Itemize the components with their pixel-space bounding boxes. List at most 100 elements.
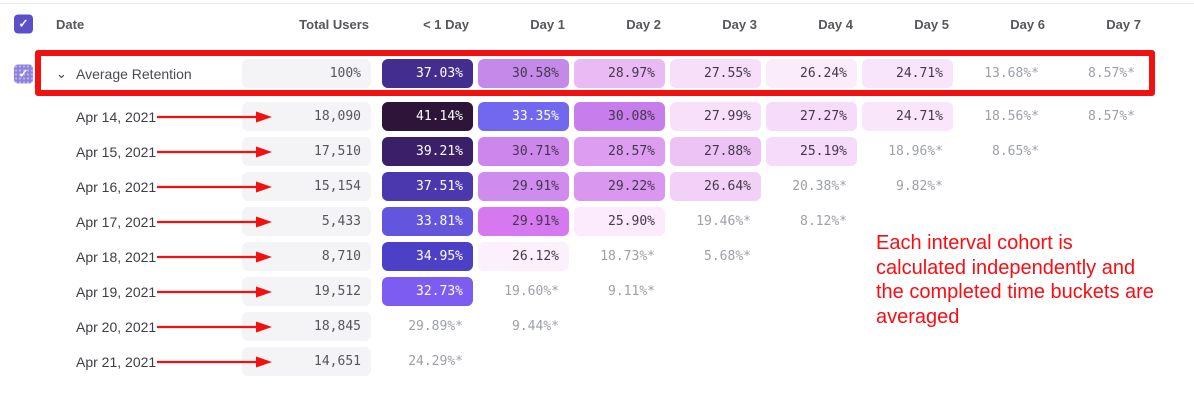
row-checkbox-cell	[0, 274, 56, 309]
total-users-value[interactable]: 19,512	[242, 277, 371, 306]
retention-value[interactable]: 30.08%	[574, 102, 665, 131]
average-retention-row: ✓ ⌄ Average Retention 100% 37.03% 30.58% 28.97…	[0, 56, 1194, 91]
total-users-cell: 19,512	[242, 277, 371, 306]
retention-value[interactable]: 8.57%*	[1088, 109, 1135, 124]
column-header-total-users: Total Users	[299, 16, 369, 32]
retention-value[interactable]: 27.99%	[670, 102, 761, 131]
retention-day-cell: 30.08%	[574, 102, 665, 131]
column-header-day-6: Day 6	[1010, 16, 1045, 32]
row-checkbox-cell	[0, 134, 56, 169]
retention-value[interactable]: 25.19%	[766, 137, 857, 166]
retention-value[interactable]: 18.96%*	[888, 144, 943, 159]
retention-value[interactable]: 33.35%	[478, 102, 569, 131]
retention-day-cell: 37.03%	[382, 59, 473, 88]
retention-value[interactable]: 24.71%	[862, 102, 953, 131]
retention-value[interactable]: 8.12%*	[800, 214, 847, 229]
cohort-row: Apr 18, 2021 8,710 34.95% 26.12% 18.73%* 5.68…	[0, 239, 1194, 274]
retention-day-cell: 18.56%*	[958, 102, 1049, 131]
retention-day-cell: 29.22%	[574, 172, 665, 201]
retention-value[interactable]: 37.51%	[382, 172, 473, 201]
total-users-value[interactable]: 18,845	[242, 312, 371, 341]
cohort-date-label: Apr 17, 2021	[76, 213, 157, 230]
retention-value[interactable]: 26.64%	[670, 172, 761, 201]
retention-day-cell: 39.21%	[382, 137, 473, 166]
retention-value[interactable]: 24.71%	[862, 59, 953, 88]
retention-value[interactable]: 30.58%	[478, 59, 569, 88]
total-users-value[interactable]: 15,154	[242, 172, 371, 201]
retention-value[interactable]: 18.73%*	[600, 249, 655, 264]
retention-value[interactable]: 27.27%	[766, 102, 857, 131]
date-cell: Apr 18, 2021	[56, 249, 242, 265]
row-checkbox-cell	[0, 169, 56, 204]
retention-value[interactable]: 41.14%	[382, 102, 473, 131]
cohort-date-label: Apr 19, 2021	[76, 283, 157, 300]
retention-value[interactable]: 29.91%	[478, 207, 569, 236]
cohort-row: Apr 15, 2021 17,510 39.21% 30.71% 28.57% 27.8…	[0, 134, 1194, 169]
retention-value[interactable]: 29.91%	[478, 172, 569, 201]
retention-day-cell: 24.71%	[862, 59, 953, 88]
retention-value[interactable]: 18.56%*	[984, 109, 1039, 124]
total-users-value[interactable]: 5,433	[242, 207, 371, 236]
retention-value[interactable]: 13.68%*	[984, 66, 1039, 81]
column-header-date: Date	[56, 16, 85, 32]
retention-value[interactable]: 28.57%	[574, 137, 665, 166]
retention-value[interactable]: 32.73%	[382, 277, 473, 306]
retention-day-cell: 9.82%*	[862, 172, 953, 201]
cohort-row: Apr 19, 2021 19,512 32.73% 19.60%* 9.11%*	[0, 274, 1194, 309]
total-users-value[interactable]: 8,710	[242, 242, 371, 271]
retention-value[interactable]: 29.22%	[574, 172, 665, 201]
retention-day-cell: 27.55%	[670, 59, 761, 88]
date-cell: Apr 14, 2021	[56, 109, 242, 125]
total-users-value[interactable]: 18,090	[242, 102, 371, 131]
retention-day-cell: 29.91%	[478, 172, 569, 201]
table-top-border	[0, 3, 1194, 4]
date-cell: Apr 16, 2021	[56, 179, 242, 195]
retention-value[interactable]: 27.88%	[670, 137, 761, 166]
retention-day-cell: 27.88%	[670, 137, 761, 166]
retention-value[interactable]: 8.57%*	[1088, 66, 1135, 81]
retention-value[interactable]: 39.21%	[382, 137, 473, 166]
retention-value[interactable]: 9.11%*	[608, 284, 655, 299]
total-users-value[interactable]: 100%	[242, 59, 371, 88]
retention-day-cell: 32.73%	[382, 277, 473, 306]
chevron-down-icon[interactable]: ⌄	[56, 66, 67, 81]
row-checkbox-cell	[0, 204, 56, 239]
retention-day-cell: 26.24%	[766, 59, 857, 88]
total-users-value[interactable]: 17,510	[242, 137, 371, 166]
total-users-cell: 100%	[242, 59, 371, 88]
retention-value[interactable]: 27.55%	[670, 59, 761, 88]
retention-value[interactable]: 20.38%*	[792, 179, 847, 194]
average-row-checkbox[interactable]: ✓	[14, 64, 33, 83]
select-all-checkbox[interactable]: ✓	[14, 14, 33, 34]
retention-value[interactable]: 25.90%	[574, 207, 665, 236]
retention-day-cell: 27.99%	[670, 102, 761, 131]
retention-day-cell: 24.71%	[862, 102, 953, 131]
retention-value[interactable]: 5.68%*	[704, 249, 751, 264]
column-header-day-5: Day 5	[914, 16, 949, 32]
column-header-day-4: Day 4	[818, 16, 853, 32]
retention-value[interactable]: 37.03%	[382, 59, 473, 88]
retention-value[interactable]: 26.12%	[478, 242, 569, 271]
retention-day-cell: 5.68%*	[670, 242, 761, 271]
retention-value[interactable]: 30.71%	[478, 137, 569, 166]
retention-value[interactable]: 9.44%*	[512, 319, 559, 334]
retention-value[interactable]: 19.46%*	[696, 214, 751, 229]
retention-value[interactable]: 19.60%*	[504, 284, 559, 299]
retention-day-cell: 13.68%*	[958, 59, 1049, 88]
total-users-cell: 18,845	[242, 312, 371, 341]
retention-value[interactable]: 33.81%	[382, 207, 473, 236]
average-retention-label: Average Retention	[76, 65, 192, 82]
annotation-note-line: averaged	[876, 305, 960, 328]
total-users-value[interactable]: 14,651	[242, 347, 371, 376]
cohort-date-label: Apr 20, 2021	[76, 318, 157, 335]
retention-value[interactable]: 34.95%	[382, 242, 473, 271]
annotation-note-line: Each interval cohort is	[876, 232, 1073, 254]
retention-value[interactable]: 28.97%	[574, 59, 665, 88]
retention-value[interactable]: 24.29%*	[408, 354, 463, 369]
retention-day-cell: 20.38%*	[766, 172, 857, 201]
cohort-row: Apr 21, 2021 14,651 24.29%*	[0, 344, 1194, 379]
retention-value[interactable]: 9.82%*	[896, 179, 943, 194]
retention-value[interactable]: 29.89%*	[408, 319, 463, 334]
retention-value[interactable]: 26.24%	[766, 59, 857, 88]
retention-value[interactable]: 8.65%*	[992, 144, 1039, 159]
